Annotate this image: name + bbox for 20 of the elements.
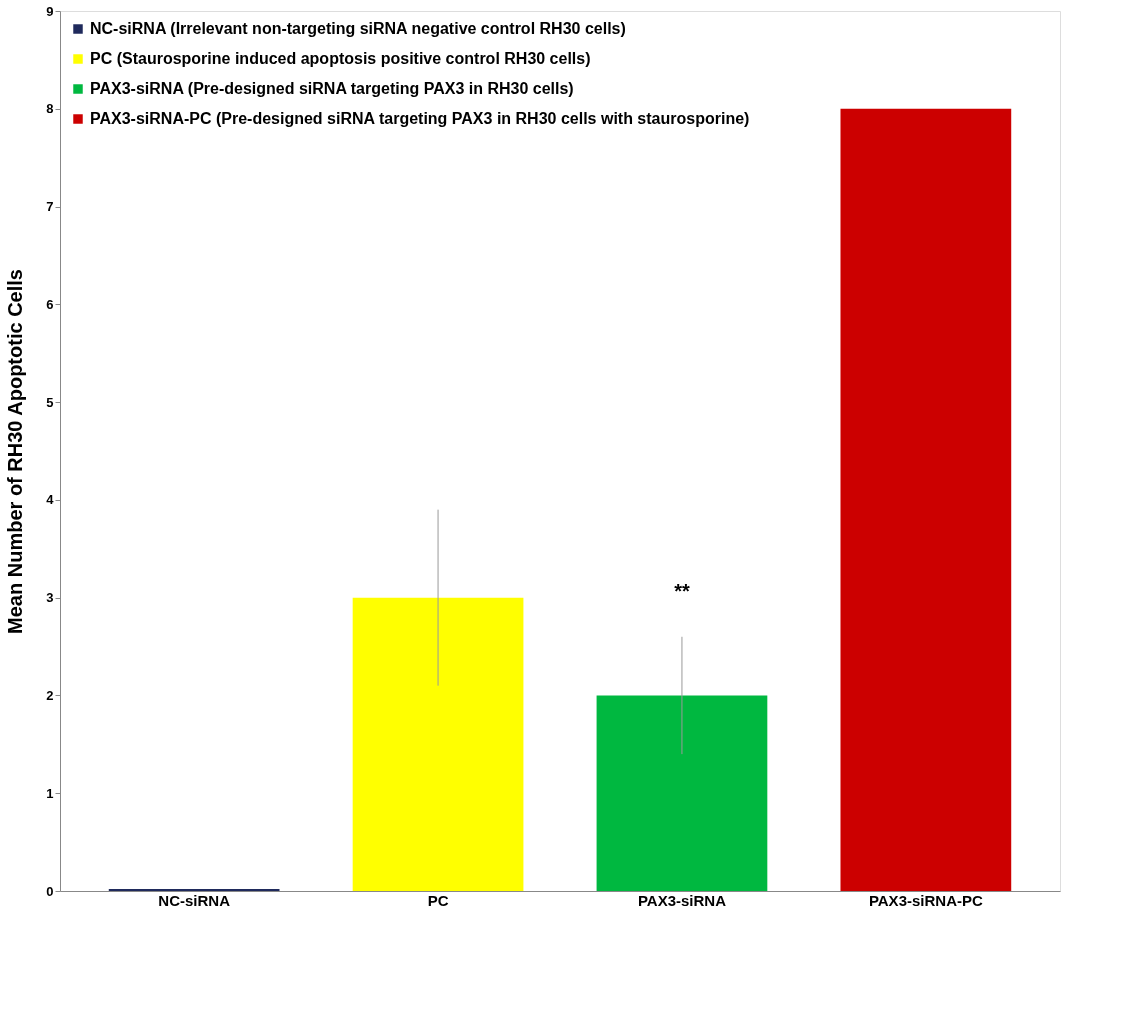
y-tick-label: 1 xyxy=(46,785,54,801)
legend-label: PAX3-siRNA-PC (Pre-designed siRNA targeting PAX3 in RH30 cells with staurosporine) xyxy=(90,110,750,127)
x-tick-label: PC xyxy=(427,891,449,909)
legend-label: PC (Staurosporine induced apoptosis positive control RH30 cells) xyxy=(90,50,591,67)
y-tick-label: 5 xyxy=(46,394,54,410)
legend-label: NC-siRNA (Irrelevant non-targeting siRNA negative control RH30 cells) xyxy=(90,20,626,37)
y-tick-label: 4 xyxy=(46,492,55,508)
legend-label: PAX3-siRNA (Pre-designed siRNA targeting PAX3 in RH30 cells) xyxy=(90,80,574,97)
x-tick-label: PAX3-siRNA xyxy=(637,891,727,909)
annotation: ** xyxy=(674,579,690,602)
y-tick-label: 8 xyxy=(46,101,54,117)
x-tick-label: NC-siRNA xyxy=(158,891,231,909)
y-tick-label: 3 xyxy=(46,590,54,606)
y-tick-label: 2 xyxy=(46,687,54,703)
y-tick-label: 9 xyxy=(46,3,54,19)
y-tick-label: 0 xyxy=(46,883,54,899)
y-tick-label: 7 xyxy=(46,199,54,215)
y-tick-label: 6 xyxy=(46,296,54,312)
y-axis-title: Mean Number of RH30 Apoptotic Cells xyxy=(4,269,27,634)
x-tick-label: PAX3-siRNA-PC xyxy=(868,891,983,909)
